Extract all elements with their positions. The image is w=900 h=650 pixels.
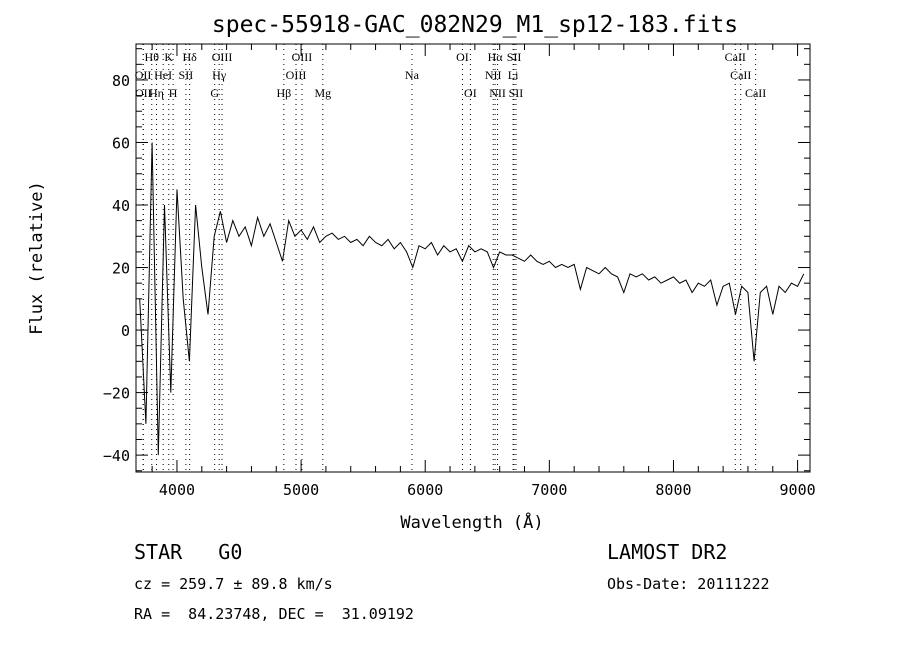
line-label: H: [169, 86, 178, 100]
line-label: Mg: [314, 86, 331, 100]
line-label: Hα: [488, 50, 504, 64]
object-class: STAR G0: [134, 540, 243, 564]
x-tick-label: 4000: [159, 481, 195, 499]
x-tick-label: 9000: [780, 481, 816, 499]
axis-ticks: 4000 5000 6000 7000 8000 9000 −40 −20 0 20 40 60 80: [103, 44, 816, 499]
line-label: G: [210, 86, 219, 100]
y-tick-label: 20: [112, 260, 130, 278]
y-tick-label: 40: [112, 197, 130, 215]
line-label: SII: [507, 50, 522, 64]
line-label: Hδ: [182, 50, 197, 64]
line-label: CaII: [725, 50, 746, 64]
line-label: OIII: [286, 68, 307, 82]
spectrum-line: [139, 142, 805, 456]
x-tick-label: 8000: [655, 481, 691, 499]
line-label: OI: [464, 86, 477, 100]
y-tick-label: −20: [103, 385, 130, 403]
line-label: Hβ: [276, 86, 291, 100]
plot-frame: [135, 43, 811, 473]
x-tick-label: 7000: [531, 481, 567, 499]
y-tick-label: 80: [112, 72, 130, 90]
line-label: Hγ: [212, 68, 227, 82]
line-label: NII: [489, 86, 506, 100]
line-label: Li: [508, 68, 519, 82]
line-label: OIII: [292, 50, 313, 64]
survey-name: LAMOST DR2: [607, 540, 728, 564]
line-label: SII: [179, 68, 194, 82]
chart-title: spec-55918-GAC_082N29_M1_sp12-183.fits: [212, 12, 738, 38]
y-tick-label: 0: [121, 322, 130, 340]
line-label: CaII: [730, 68, 751, 82]
coordinates: RA = 84.23748, DEC = 31.09192: [134, 605, 414, 623]
y-axis-label: Flux (relative): [27, 181, 47, 335]
x-tick-label: 5000: [283, 481, 319, 499]
observation-date: Obs-Date: 20111222: [607, 575, 770, 593]
line-label: CaII: [745, 86, 766, 100]
redshift-velocity: cz = 259.7 ± 89.8 km/s: [134, 575, 333, 593]
line-label: OI: [456, 50, 469, 64]
y-tick-label: 60: [112, 134, 130, 152]
line-label: K: [164, 50, 173, 64]
x-axis-label: Wavelength (Å): [400, 511, 543, 533]
x-tick-label: 6000: [407, 481, 443, 499]
line-label: SII: [509, 86, 524, 100]
line-label: Hθ: [145, 50, 160, 64]
line-label: Hη: [149, 86, 164, 100]
line-label: OII: [135, 86, 152, 100]
line-label: HeI: [154, 68, 172, 82]
y-tick-label: −40: [103, 447, 130, 465]
line-label: OIII: [212, 50, 233, 64]
line-label: NII: [485, 68, 502, 82]
line-label: Na: [405, 68, 420, 82]
